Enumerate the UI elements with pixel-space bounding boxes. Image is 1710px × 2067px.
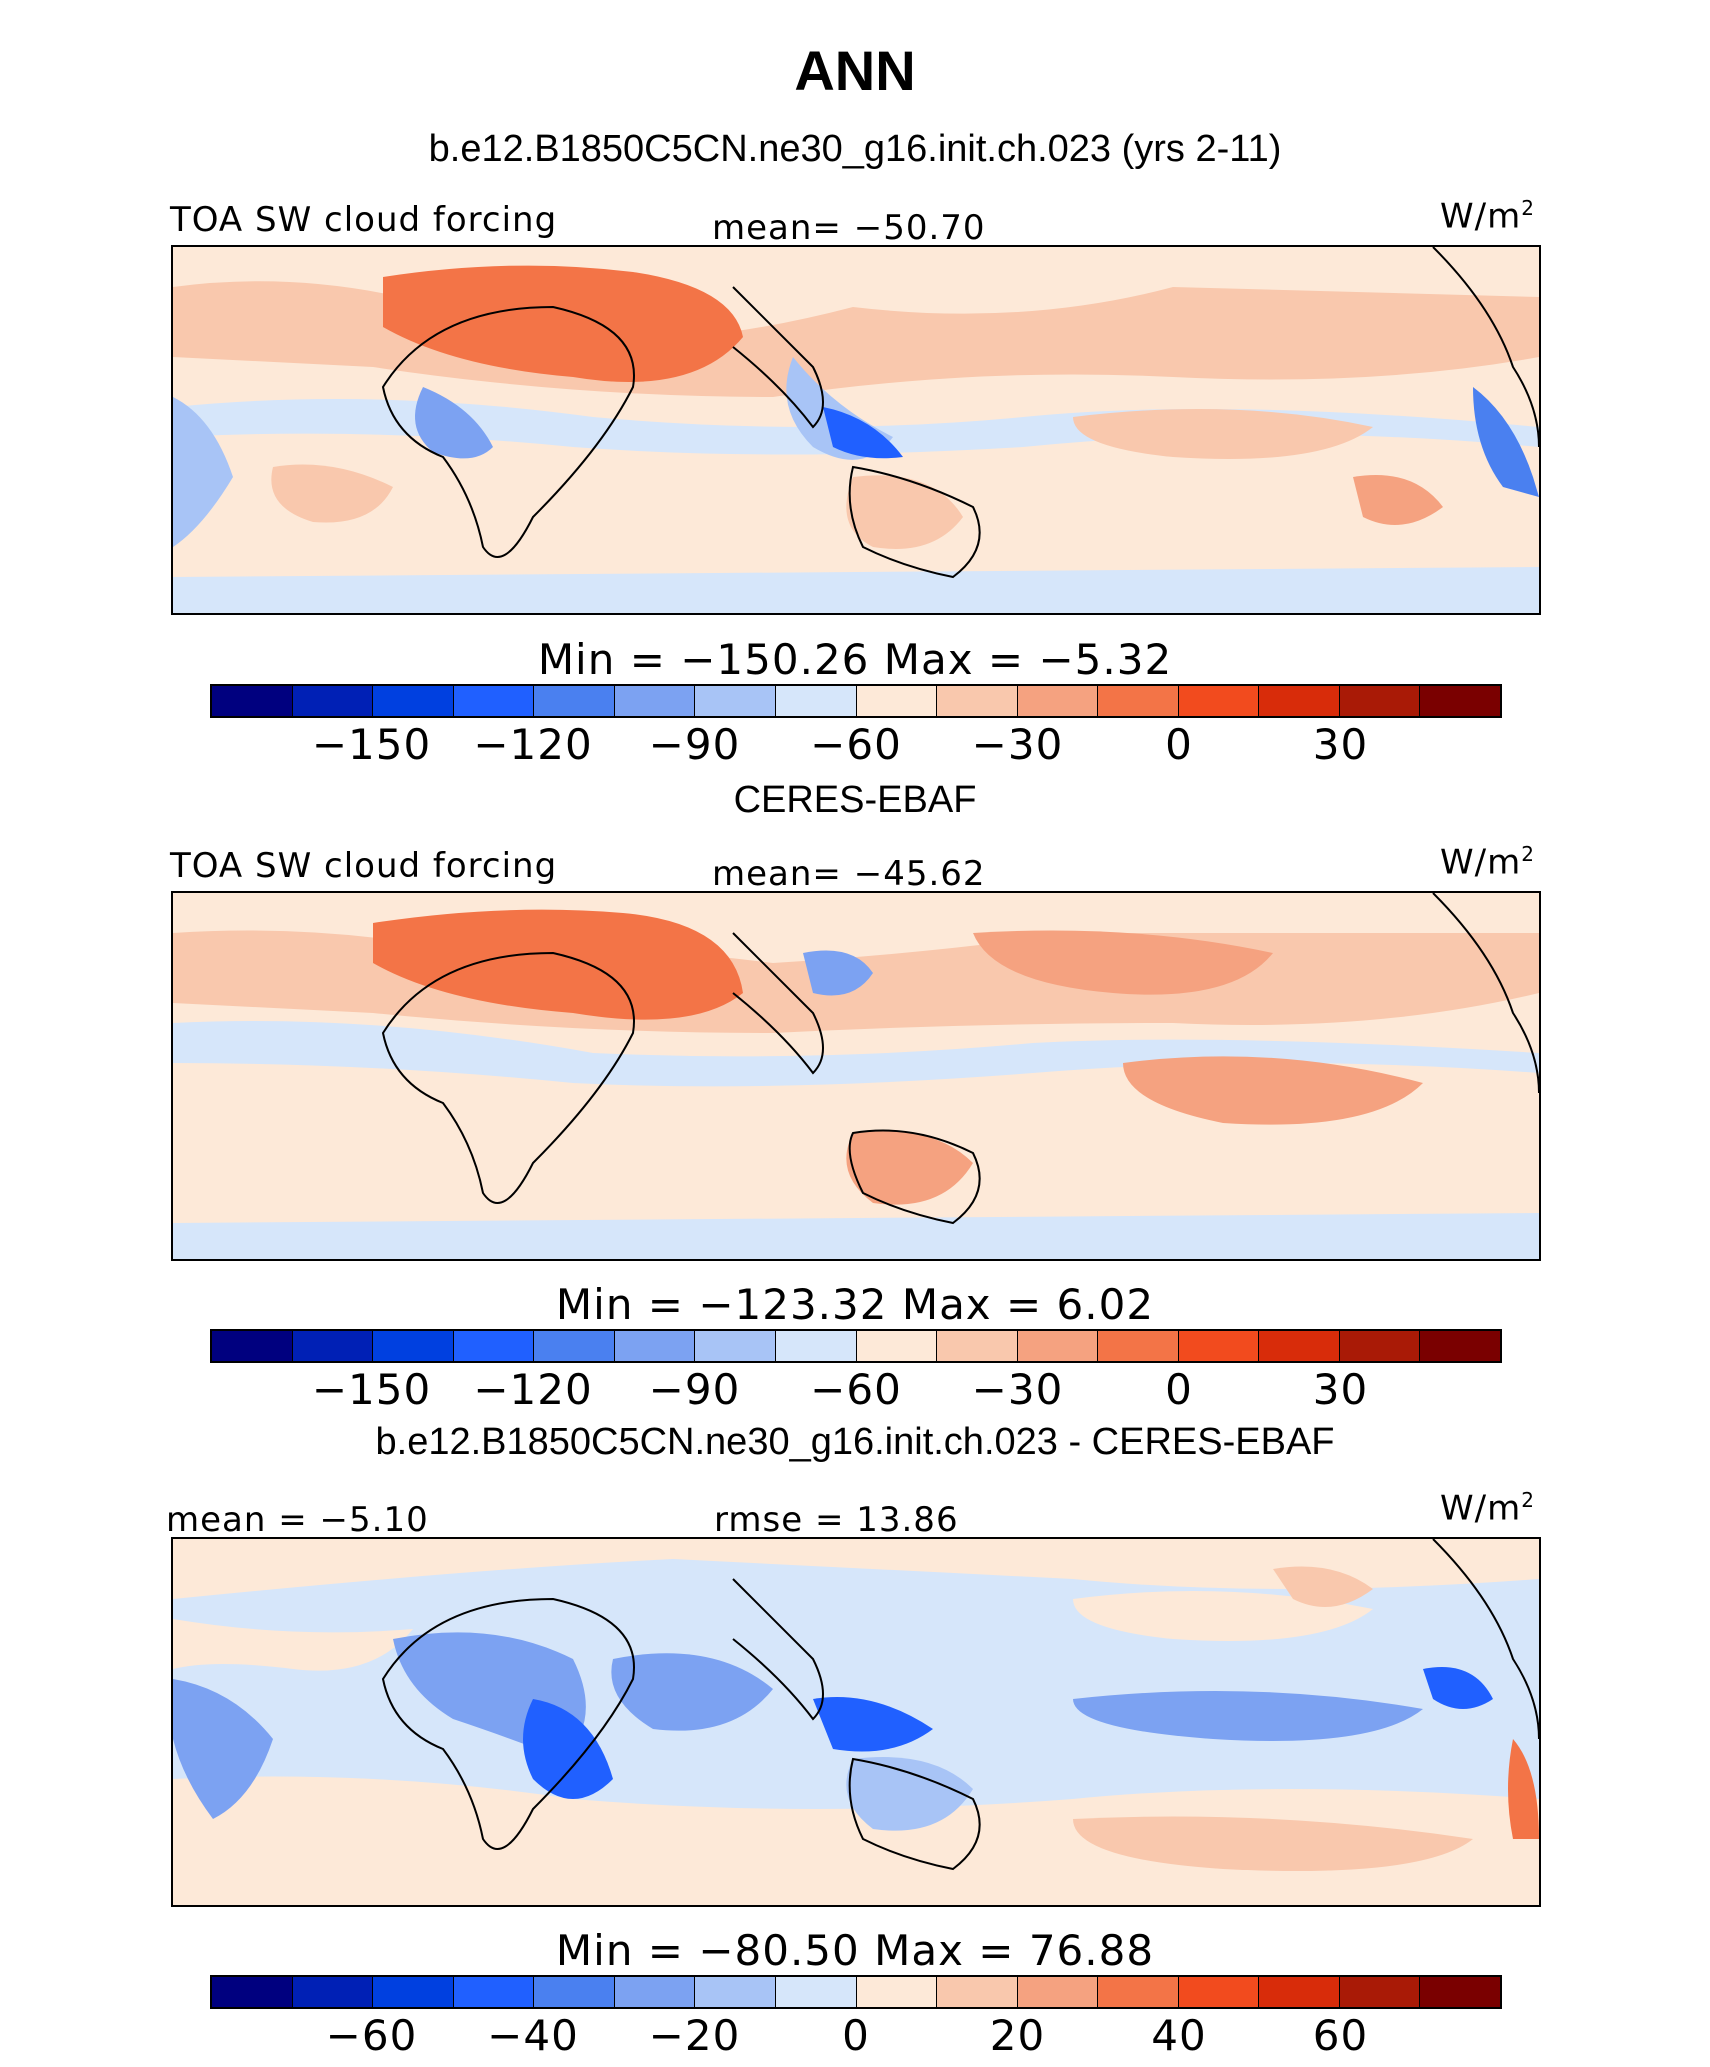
panel-2-colorbar — [210, 1329, 1502, 1363]
colorbar-box — [614, 686, 696, 716]
panel-2-left-label: TOA SW cloud forcing — [170, 846, 558, 886]
panel-3-map-svg — [173, 1539, 1539, 1905]
colorbar-box — [1178, 1331, 1260, 1361]
colorbar-box — [1339, 686, 1421, 716]
colorbar-box — [534, 1331, 615, 1361]
colorbar-tick-label: −90 — [648, 1365, 741, 1414]
colorbar-box — [292, 1977, 374, 2007]
colorbar-box — [856, 1977, 938, 2007]
panel-2-units: W/m2 — [1440, 842, 1535, 883]
colorbar-tick-label: −120 — [473, 720, 593, 769]
colorbar-box — [1098, 1977, 1179, 2007]
panel-3-title: b.e12.B1850C5CN.ne30_g16.init.ch.023 - C… — [375, 1421, 1335, 1463]
colorbar-box — [1420, 686, 1500, 716]
colorbar-box — [292, 1331, 374, 1361]
panel-1-minmax: Min = −150.26 Max = −5.32 — [537, 635, 1173, 684]
colorbar-box — [775, 686, 857, 716]
colorbar-box — [1420, 1331, 1500, 1361]
colorbar-box — [373, 1331, 454, 1361]
colorbar-box — [1420, 1977, 1500, 2007]
colorbar-tick-label: −120 — [473, 1365, 593, 1414]
colorbar-box — [292, 686, 374, 716]
colorbar-tick-label: 0 — [1165, 1365, 1193, 1414]
panel-3-minmax: Min = −80.50 Max = 76.88 — [555, 1926, 1155, 1975]
colorbar-tick-label: −40 — [487, 2011, 579, 2060]
colorbar-tick-label: 20 — [989, 2011, 1046, 2060]
colorbar-box — [212, 1331, 293, 1361]
colorbar-box — [695, 1977, 776, 2007]
panel-3-units: W/m2 — [1440, 1488, 1535, 1529]
colorbar-box — [614, 1977, 696, 2007]
colorbar-tick-label: 60 — [1312, 2011, 1369, 2060]
colorbar-tick-label: −60 — [810, 1365, 902, 1414]
colorbar-box — [937, 1331, 1018, 1361]
colorbar-box — [856, 686, 938, 716]
panel-1-map-svg — [173, 247, 1539, 613]
colorbar-box — [1259, 686, 1340, 716]
colorbar-tick-label: −150 — [311, 720, 432, 769]
colorbar-box — [212, 686, 293, 716]
colorbar-box — [534, 1977, 615, 2007]
panel-2-minmax: Min = −123.32 Max = 6.02 — [555, 1280, 1155, 1329]
panel-3-colorbar — [210, 1975, 1502, 2009]
colorbar-box — [937, 1977, 1018, 2007]
colorbar-box — [937, 686, 1018, 716]
colorbar-box — [453, 1977, 535, 2007]
panel-2-map-svg — [173, 893, 1539, 1259]
colorbar-box — [1098, 686, 1179, 716]
colorbar-box — [614, 1331, 696, 1361]
colorbar-box — [373, 1977, 454, 2007]
colorbar-box — [1178, 686, 1260, 716]
colorbar-box — [1339, 1331, 1421, 1361]
colorbar-tick-label: −150 — [311, 1365, 432, 1414]
colorbar-box — [775, 1331, 857, 1361]
panel-3-rmse-label: rmse = 13.86 — [714, 1500, 959, 1540]
colorbar-box — [453, 686, 535, 716]
colorbar-box — [1339, 1977, 1421, 2007]
colorbar-tick-label: −90 — [648, 720, 741, 769]
panel-1-colorbar — [210, 684, 1502, 718]
panel-1-mean-label: mean= −50.70 — [712, 208, 986, 248]
colorbar-box — [534, 686, 615, 716]
colorbar-box — [695, 686, 776, 716]
colorbar-tick-label: −30 — [971, 720, 1064, 769]
colorbar-tick-label: 0 — [842, 2011, 870, 2060]
panel-3-map — [171, 1537, 1541, 1907]
colorbar-box — [453, 1331, 535, 1361]
colorbar-tick-label: 0 — [1165, 720, 1193, 769]
figure-title: ANN — [794, 39, 916, 102]
colorbar-box — [1017, 1331, 1099, 1361]
colorbar-tick-label: 30 — [1312, 1365, 1369, 1414]
colorbar-tick-label: 30 — [1312, 720, 1369, 769]
colorbar-box — [856, 1331, 938, 1361]
colorbar-tick-label: −30 — [971, 1365, 1064, 1414]
colorbar-box — [1259, 1331, 1340, 1361]
panel-2-mean-label: mean= −45.62 — [712, 854, 986, 894]
panel-2-map — [171, 891, 1541, 1261]
colorbar-box — [1259, 1977, 1340, 2007]
colorbar-tick-label: −60 — [810, 720, 902, 769]
colorbar-box — [373, 686, 454, 716]
panel-1-map — [171, 245, 1541, 615]
colorbar-box — [775, 1977, 857, 2007]
panel-3-mean-label: mean = −5.10 — [166, 1500, 429, 1540]
colorbar-box — [695, 1331, 776, 1361]
colorbar-box — [1017, 686, 1099, 716]
colorbar-tick-label: 40 — [1151, 2011, 1207, 2060]
colorbar-box — [212, 1977, 293, 2007]
panel-1-units: W/m2 — [1440, 196, 1535, 237]
colorbar-tick-label: −60 — [325, 2011, 418, 2060]
colorbar-tick-label: −20 — [648, 2011, 741, 2060]
panel-1-left-label: TOA SW cloud forcing — [170, 200, 558, 240]
colorbar-box — [1098, 1331, 1179, 1361]
colorbar-box — [1178, 1977, 1260, 2007]
panel-1-title: b.e12.B1850C5CN.ne30_g16.init.ch.023 (yr… — [428, 128, 1282, 170]
panel-2-title: CERES-EBAF — [733, 779, 977, 821]
colorbar-box — [1017, 1977, 1099, 2007]
